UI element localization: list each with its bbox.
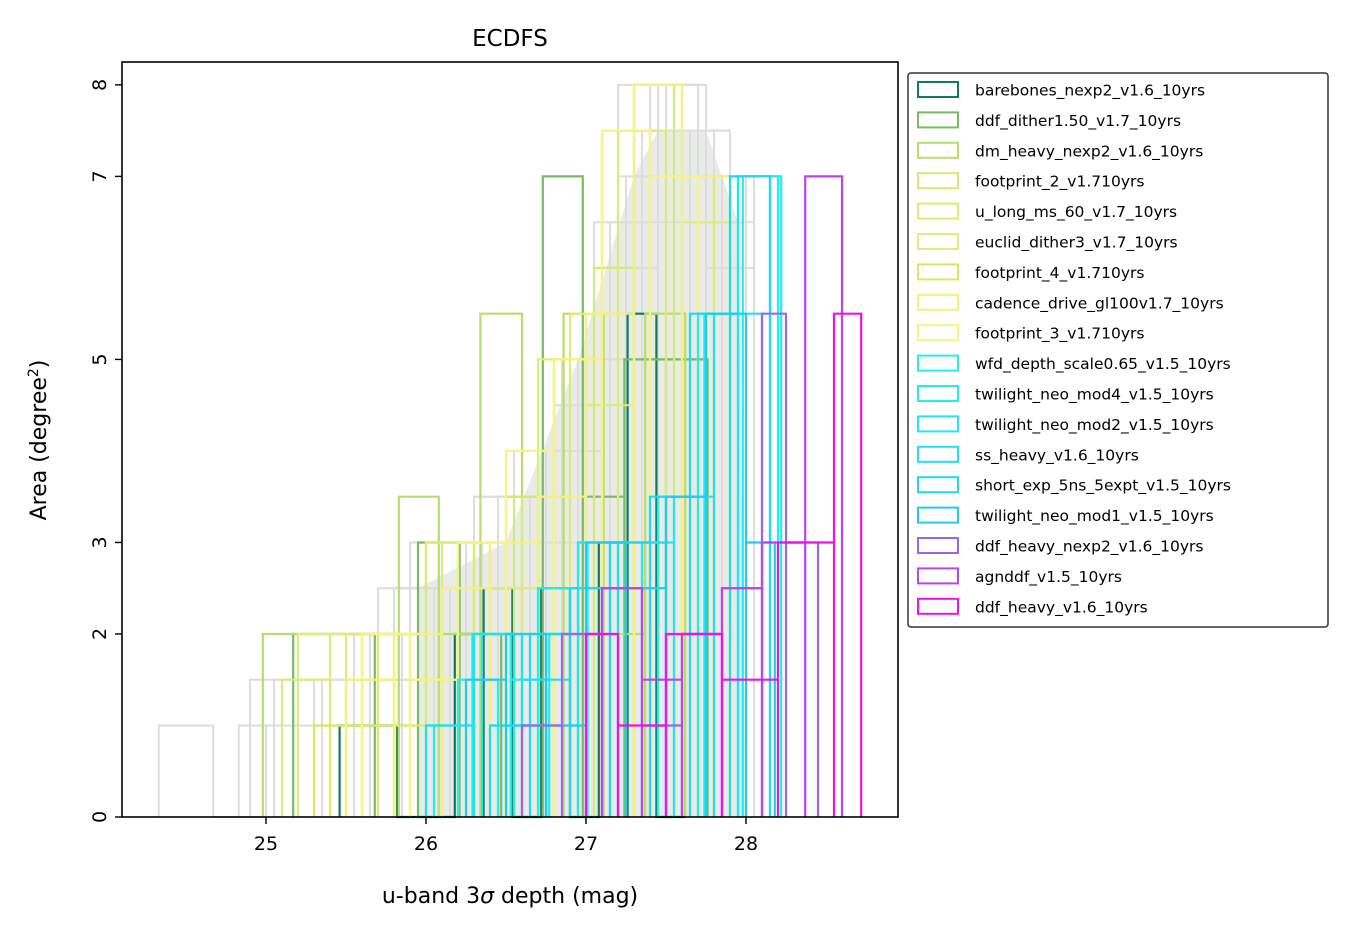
legend-label: twilight_neo_mod1_v1.5_10yrs — [975, 507, 1214, 526]
legend-label: ss_heavy_v1.6_10yrs — [975, 446, 1139, 465]
legend-label: ddf_dither1.50_v1.7_10yrs — [975, 112, 1181, 131]
legend-label: ddf_heavy_nexp2_v1.6_10yrs — [975, 538, 1203, 557]
legend: barebones_nexp2_v1.6_10yrs ddf_dither1.50… — [907, 72, 1329, 628]
y-tick-label: 3 — [89, 536, 111, 548]
plot-area-frame — [121, 61, 899, 818]
y-axis-label: Area (degree2) — [26, 360, 52, 521]
plot-content — [157, 83, 863, 819]
histogram-series-17 — [584, 312, 863, 817]
x-tick-label: 26 — [414, 833, 438, 855]
legend-swatch — [917, 172, 959, 190]
legend-label: agnddf_v1.5_10yrs — [975, 568, 1122, 587]
y-tick-label: 5 — [89, 353, 111, 365]
legend-label: wfd_depth_scale0.65_v1.5_10yrs — [975, 355, 1231, 374]
legend-swatch — [917, 476, 959, 494]
legend-swatch — [917, 202, 959, 220]
legend-swatch — [917, 567, 959, 585]
legend-label: euclid_dither3_v1.7_10yrs — [975, 234, 1178, 253]
legend-swatch — [917, 81, 959, 98]
y-tick-label: 2 — [89, 628, 111, 640]
legend-label: footprint_3_v1.710yrs — [975, 325, 1144, 344]
legend-swatch — [917, 111, 959, 129]
legend-label: footprint_4_v1.710yrs — [975, 264, 1144, 283]
y-tick-label: 0 — [89, 811, 111, 823]
legend-swatch — [917, 141, 959, 159]
legend-frame — [907, 72, 1329, 628]
legend-swatch — [917, 415, 959, 433]
y-tick-label: 7 — [89, 170, 111, 182]
legend-swatch — [917, 263, 959, 281]
legend-swatch — [917, 385, 959, 402]
legend-label: footprint_2_v1.710yrs — [975, 173, 1144, 192]
legend-swatch — [917, 445, 959, 463]
legend-swatch — [917, 506, 959, 524]
legend-label: short_exp_5ns_5expt_v1.5_10yrs — [975, 477, 1231, 496]
legend-swatch — [917, 293, 959, 311]
legend-swatch — [917, 324, 959, 342]
legend-label: cadence_drive_gl100v1.7_10yrs — [975, 294, 1224, 313]
legend-swatch — [917, 354, 959, 372]
legend-swatch — [917, 233, 959, 250]
y-tick-label: 8 — [89, 79, 111, 91]
legend-label: twilight_neo_mod2_v1.5_10yrs — [975, 416, 1214, 435]
x-tick-label: 28 — [734, 833, 758, 855]
x-axis-label: u-band 3σ depth (mag) — [382, 884, 638, 909]
x-axis-ticks: 25 26 27 28 — [254, 817, 758, 855]
x-tick-label: 27 — [574, 833, 598, 855]
legend-label: u_long_ms_60_v1.7_10yrs — [975, 203, 1177, 222]
legend-swatch — [917, 537, 959, 554]
y-axis-ticks: 0 2 3 5 7 8 — [89, 79, 122, 823]
legend-label: barebones_nexp2_v1.6_10yrs — [975, 82, 1205, 101]
legend-label: dm_heavy_nexp2_v1.6_10yrs — [975, 142, 1203, 161]
x-tick-label: 25 — [254, 833, 278, 855]
legend-label: twilight_neo_mod4_v1.5_10yrs — [975, 386, 1214, 405]
legend-swatch — [917, 597, 959, 615]
legend-label: ddf_heavy_v1.6_10yrs — [975, 598, 1148, 617]
chart-title: ECDFS — [472, 26, 548, 52]
